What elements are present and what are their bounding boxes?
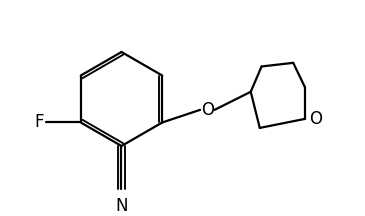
Text: F: F <box>34 113 44 132</box>
Text: N: N <box>115 197 128 215</box>
Text: O: O <box>201 101 214 119</box>
Text: O: O <box>310 110 323 128</box>
